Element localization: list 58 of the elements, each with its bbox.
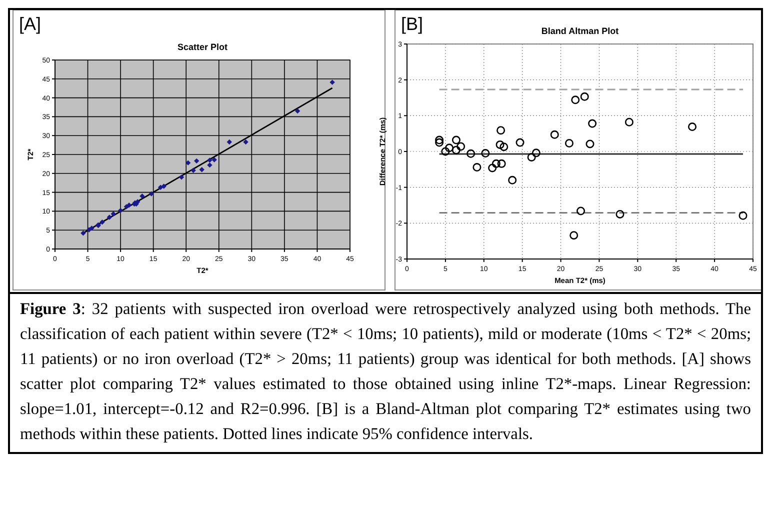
point — [207, 162, 212, 168]
point — [140, 193, 145, 199]
point — [212, 157, 217, 162]
point — [492, 159, 500, 168]
point — [118, 208, 124, 214]
point — [207, 158, 212, 163]
point — [738, 211, 748, 220]
point — [100, 220, 105, 225]
point — [532, 148, 540, 158]
chart-title: Scatter Plot — [177, 42, 228, 52]
point — [456, 142, 466, 151]
point — [571, 96, 580, 104]
point — [106, 214, 112, 220]
point — [688, 122, 697, 132]
point — [564, 139, 574, 148]
point — [586, 140, 594, 148]
point — [194, 158, 200, 164]
text: [B] — [401, 14, 424, 34]
point — [576, 206, 586, 216]
point — [226, 139, 232, 145]
point — [148, 191, 154, 196]
point — [508, 176, 517, 184]
point — [488, 164, 497, 172]
point — [570, 231, 578, 240]
point — [294, 108, 300, 114]
point — [435, 136, 444, 144]
point — [190, 168, 196, 173]
point — [445, 144, 454, 152]
point — [161, 184, 166, 189]
point — [435, 138, 444, 147]
point — [616, 210, 624, 218]
point — [330, 80, 335, 85]
point — [110, 211, 116, 216]
point — [466, 149, 476, 158]
point — [199, 167, 204, 172]
point — [185, 160, 191, 166]
point — [527, 152, 536, 162]
point — [452, 146, 460, 154]
point — [472, 163, 482, 172]
point — [516, 138, 524, 147]
point — [497, 159, 506, 168]
point — [550, 130, 559, 139]
point — [243, 139, 248, 145]
point — [441, 147, 450, 156]
point — [80, 230, 86, 236]
point — [481, 149, 490, 158]
point — [588, 119, 597, 128]
point — [496, 126, 506, 135]
point — [500, 142, 508, 152]
point — [580, 92, 589, 101]
point — [624, 118, 634, 126]
point — [178, 174, 184, 180]
point — [452, 136, 460, 144]
point — [89, 226, 94, 231]
chart-title: Bland Altman Plot — [541, 26, 619, 36]
text: [A] — [19, 14, 42, 34]
point — [496, 140, 504, 149]
caption: Figure 3: 32 patients with suspected iron overload were retrospectively analyzed using both methods. The classification of each patient within severe (T2* < 10ms; 10 patients), mild or moderate (10ms < T2* < 20ms; 11 patients) or no iron overload (T2* > 20ms; 11 patients) group was identical for both methods. [A] shows scatter plot comparing T2* values estimated to those obtained using inline T2*-maps. Linear Regression: slope=1.01, intercept=-0.12 and R2=0.996. [B] is a Bland-Altman plot comparing T2* estimates using two methods within these patients. Dotted lines indicate 95% confidence intervals. — [20, 298, 751, 445]
